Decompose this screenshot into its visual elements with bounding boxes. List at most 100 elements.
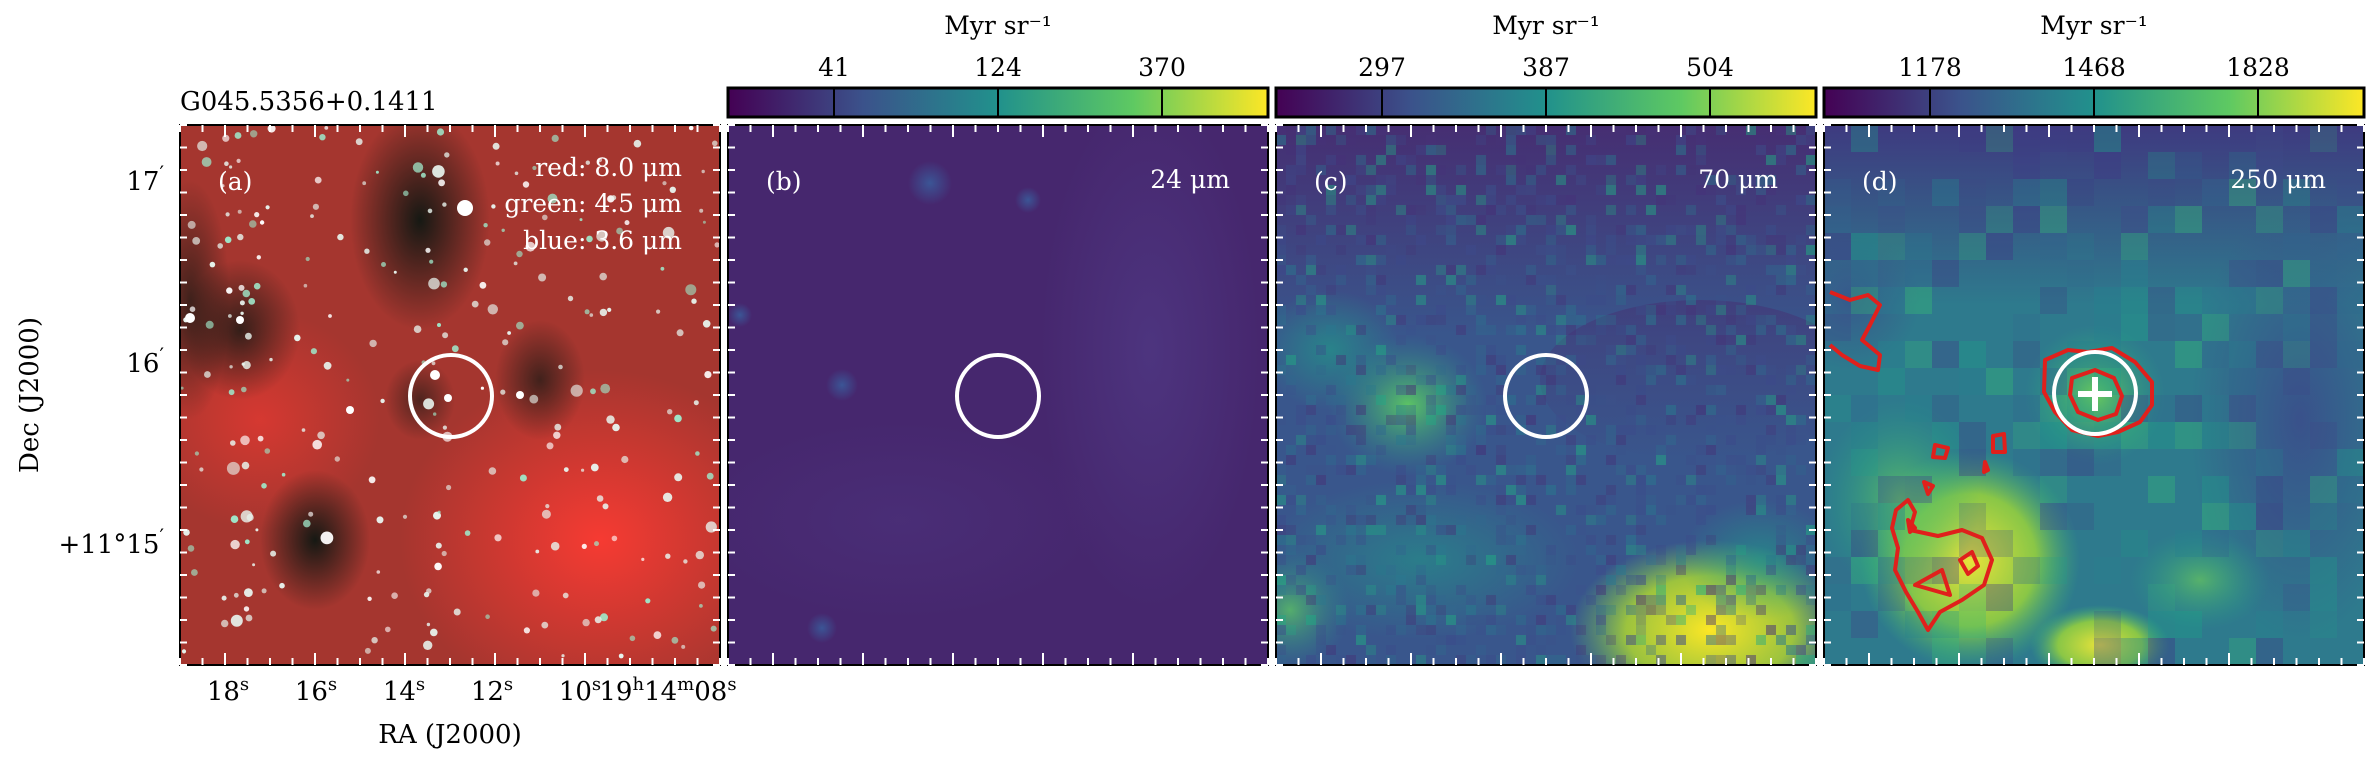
pixel bbox=[1636, 605, 1646, 615]
pixel bbox=[1436, 315, 1446, 325]
pixel bbox=[1446, 425, 1456, 435]
pixel bbox=[1796, 585, 1806, 595]
pixel bbox=[1606, 235, 1616, 245]
pixel bbox=[1546, 285, 1556, 295]
pixel bbox=[1476, 265, 1486, 275]
pixel bbox=[1806, 155, 1816, 165]
pixel-block bbox=[2229, 368, 2256, 395]
pixel bbox=[1726, 415, 1736, 425]
pixel bbox=[1426, 315, 1436, 325]
pixel bbox=[1736, 255, 1746, 265]
star bbox=[645, 598, 651, 604]
pixel bbox=[1276, 315, 1286, 325]
pixel bbox=[1706, 185, 1716, 195]
pixel bbox=[1726, 205, 1736, 215]
star bbox=[683, 559, 688, 564]
pixel bbox=[1506, 145, 1516, 155]
pixel bbox=[1436, 595, 1446, 605]
pixel bbox=[1426, 175, 1436, 185]
star bbox=[437, 323, 441, 327]
pixel bbox=[1276, 585, 1286, 595]
pixel-block bbox=[1959, 341, 1986, 368]
pixel bbox=[1696, 405, 1706, 415]
star bbox=[492, 142, 500, 150]
pixel bbox=[1346, 655, 1356, 665]
pixel bbox=[1616, 565, 1626, 575]
pixel bbox=[1776, 635, 1786, 645]
pixel bbox=[1546, 625, 1556, 635]
pixel bbox=[1656, 515, 1666, 525]
pixel bbox=[1376, 155, 1386, 165]
pixel bbox=[1436, 525, 1446, 535]
pixel bbox=[1276, 235, 1286, 245]
pixel bbox=[1456, 385, 1466, 395]
star bbox=[249, 220, 257, 228]
pixel bbox=[1756, 445, 1766, 455]
pixel-block bbox=[1905, 395, 1932, 422]
pixel bbox=[1486, 625, 1496, 635]
pixel-block bbox=[2040, 206, 2067, 233]
star bbox=[244, 588, 253, 597]
pixel bbox=[1376, 285, 1386, 295]
star bbox=[191, 569, 198, 576]
pixel bbox=[1496, 495, 1506, 505]
pixel bbox=[1526, 175, 1536, 185]
pixel bbox=[1806, 635, 1816, 645]
bright-star bbox=[516, 391, 524, 399]
pixel bbox=[1416, 605, 1426, 615]
pixel bbox=[1276, 625, 1286, 635]
pixel bbox=[1656, 575, 1666, 585]
pixel bbox=[1316, 265, 1326, 275]
pixel bbox=[1686, 495, 1696, 505]
pixel bbox=[1356, 565, 1366, 575]
panel-b-colorbar-tick-1: 124 bbox=[974, 53, 1022, 82]
pixel bbox=[1456, 525, 1466, 535]
pixel bbox=[1656, 585, 1666, 595]
pixel-block bbox=[1986, 206, 2013, 233]
pixel bbox=[1446, 385, 1456, 395]
pixel bbox=[1636, 135, 1646, 145]
pixel bbox=[1446, 525, 1456, 535]
pixel bbox=[1286, 205, 1296, 215]
pixel bbox=[1326, 125, 1336, 135]
pixel bbox=[1656, 595, 1666, 605]
pixel bbox=[1286, 165, 1296, 175]
pixel bbox=[1426, 185, 1436, 195]
pixel bbox=[1566, 225, 1576, 235]
pixel bbox=[1616, 425, 1626, 435]
pixel bbox=[1306, 425, 1316, 435]
pixel bbox=[1526, 165, 1536, 175]
pixel bbox=[1546, 655, 1556, 665]
pixel bbox=[1516, 125, 1526, 135]
star bbox=[570, 384, 583, 397]
pixel-block bbox=[2094, 449, 2121, 476]
pixel bbox=[1466, 275, 1476, 285]
pixel bbox=[1426, 645, 1436, 655]
star bbox=[430, 628, 438, 637]
star bbox=[546, 442, 554, 450]
dec-axis-label: Dec (J2000) bbox=[15, 317, 45, 473]
pixel bbox=[1676, 285, 1686, 295]
star bbox=[594, 616, 602, 624]
pixel bbox=[1596, 565, 1606, 575]
pixel bbox=[1616, 655, 1626, 665]
pixel bbox=[1396, 405, 1406, 415]
pixel-block bbox=[1986, 638, 2013, 665]
pixel bbox=[1556, 225, 1566, 235]
pixel bbox=[1746, 595, 1756, 605]
pixel bbox=[1416, 595, 1426, 605]
pixel bbox=[1716, 295, 1726, 305]
pixel bbox=[1366, 495, 1376, 505]
pixel bbox=[1596, 275, 1606, 285]
star bbox=[239, 300, 245, 306]
pixel bbox=[1456, 265, 1466, 275]
pixel bbox=[1506, 135, 1516, 145]
pixel bbox=[1436, 635, 1446, 645]
pixel-block bbox=[2040, 179, 2067, 206]
pixel-block bbox=[2337, 287, 2364, 314]
star bbox=[429, 259, 434, 264]
pixel bbox=[1476, 405, 1486, 415]
pixel bbox=[1756, 435, 1766, 445]
star bbox=[312, 439, 323, 450]
star bbox=[234, 132, 242, 139]
